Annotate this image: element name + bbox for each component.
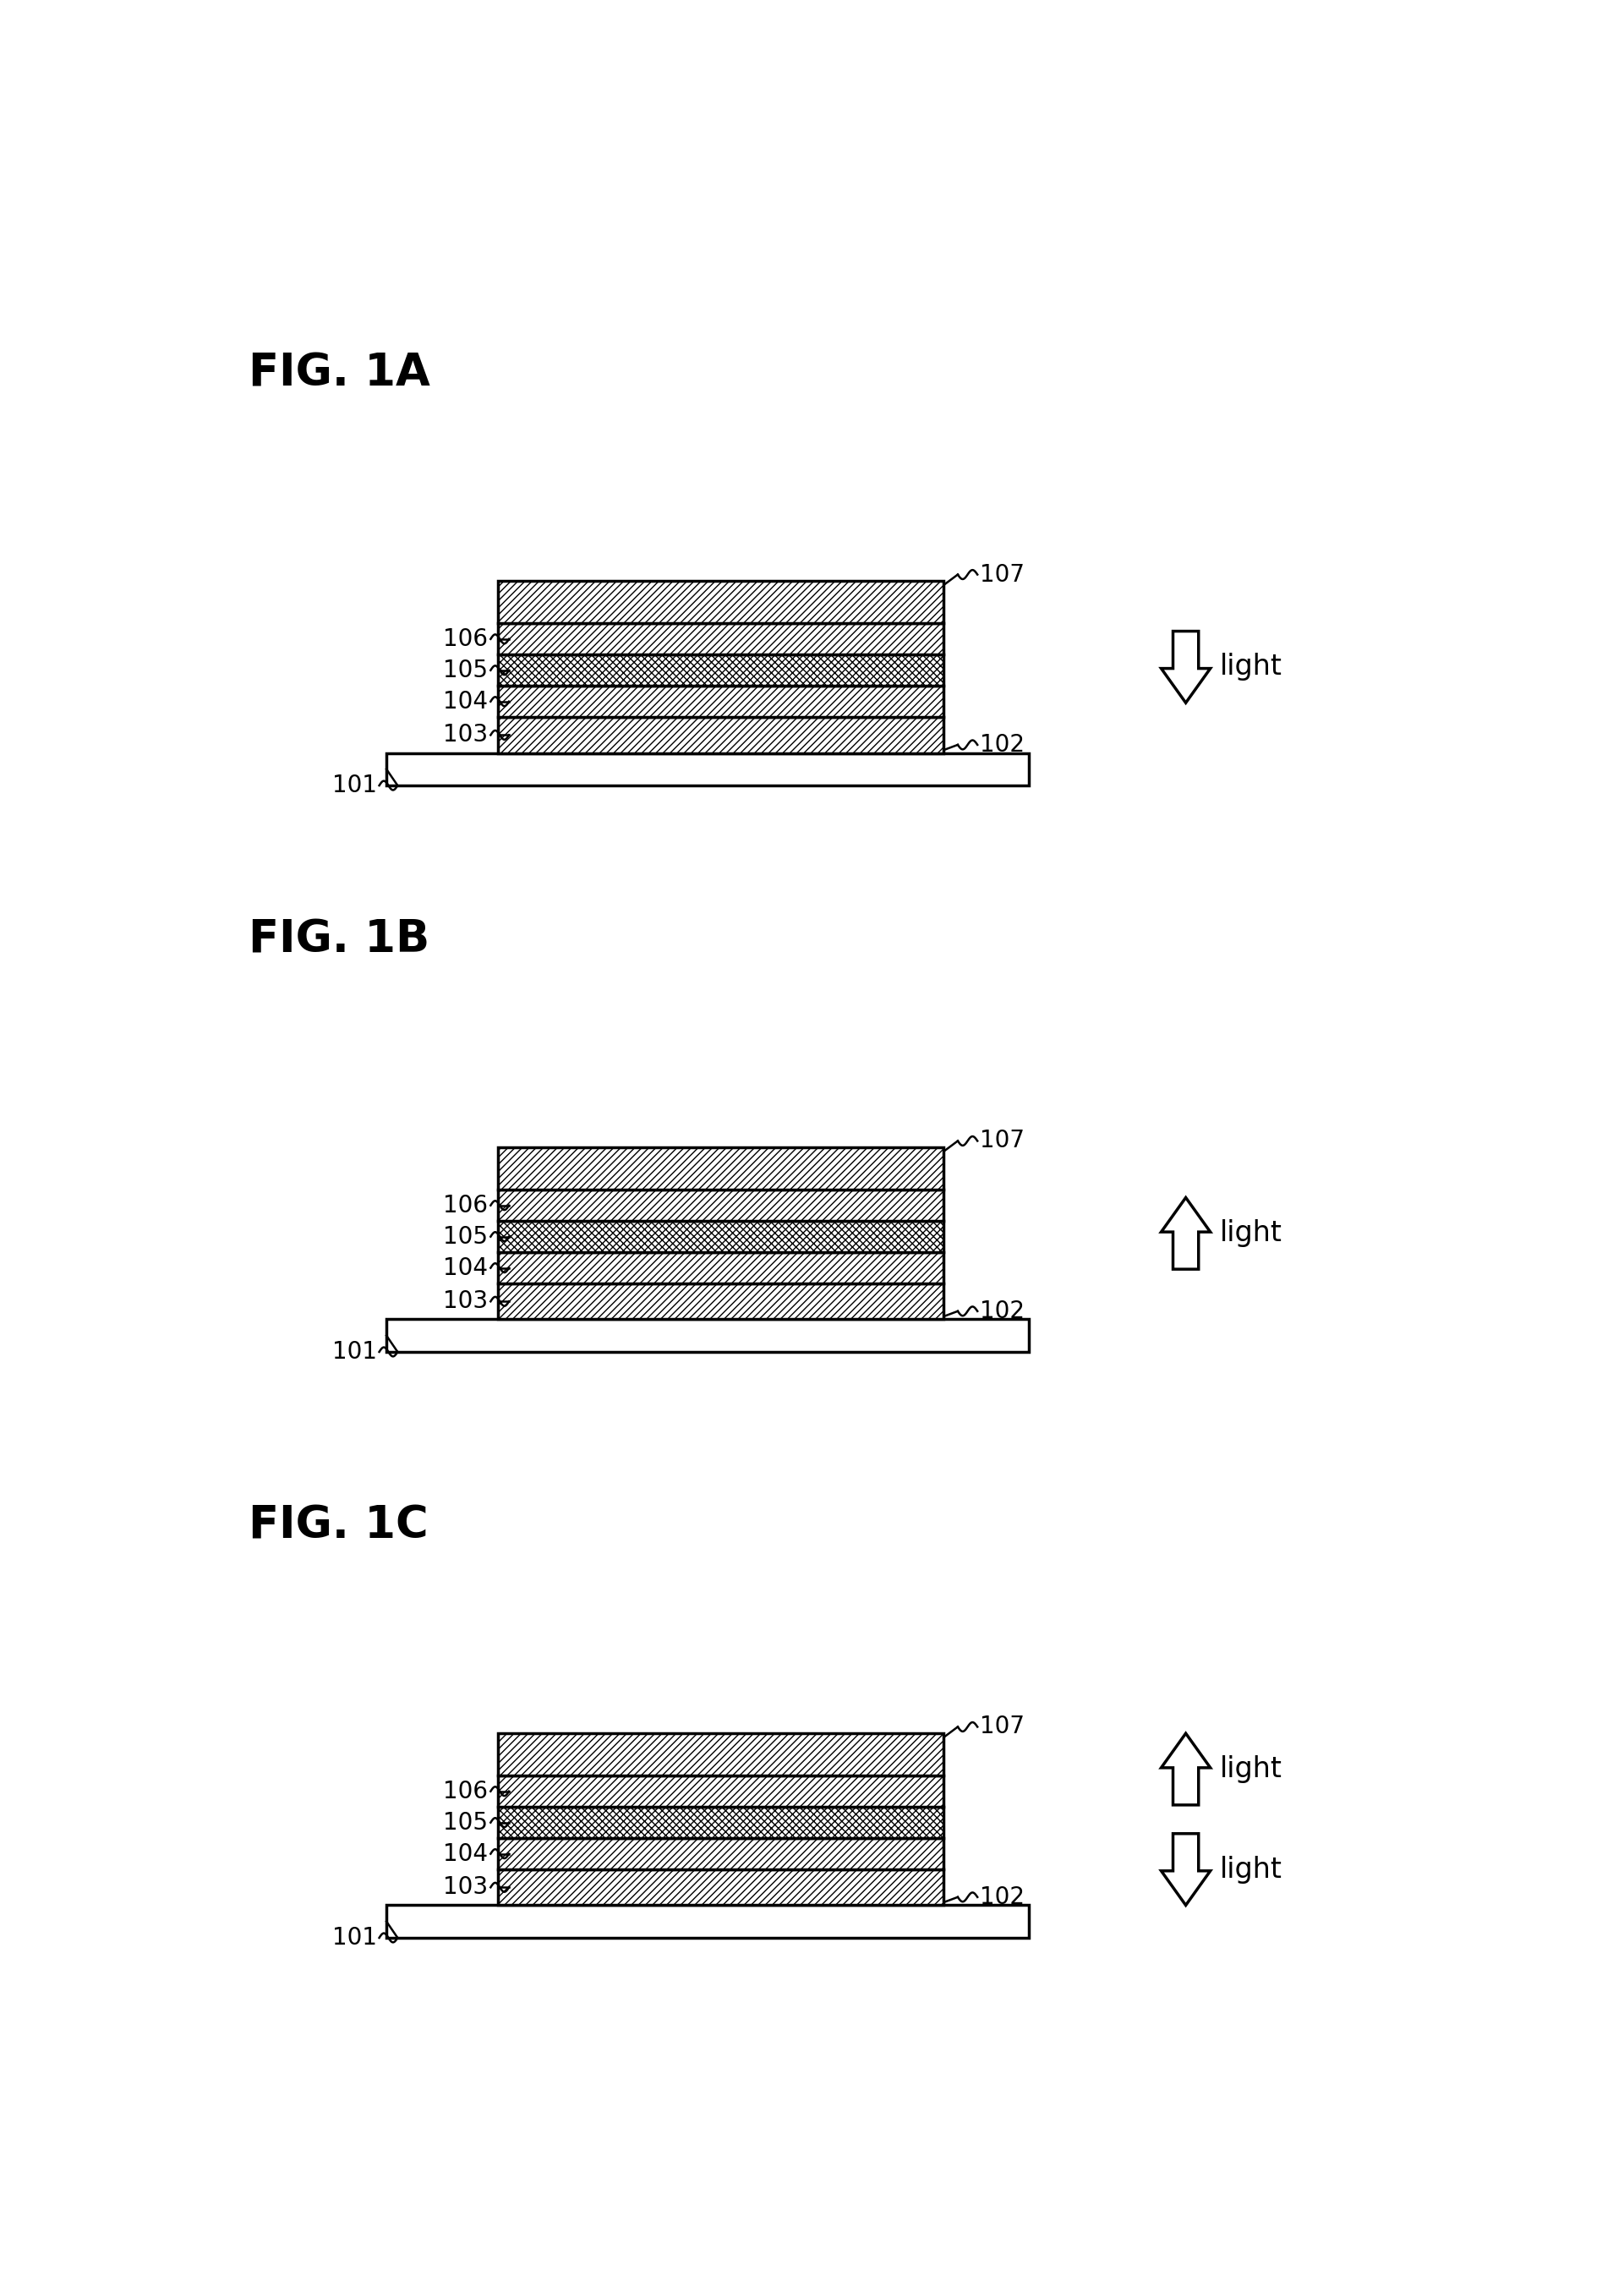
Bar bbox=[499, 654, 944, 686]
Text: FIG. 1C: FIG. 1C bbox=[248, 1503, 429, 1548]
Text: 103: 103 bbox=[443, 1290, 487, 1313]
Text: light: light bbox=[1220, 1754, 1283, 1784]
Bar bbox=[499, 581, 944, 624]
Text: light: light bbox=[1220, 1219, 1283, 1246]
Text: 103: 103 bbox=[443, 723, 487, 748]
Bar bbox=[499, 718, 944, 752]
Bar bbox=[499, 1283, 944, 1320]
Text: 107: 107 bbox=[979, 563, 1025, 585]
Text: 106: 106 bbox=[443, 1779, 487, 1802]
Polygon shape bbox=[1161, 1734, 1210, 1804]
Polygon shape bbox=[1161, 1198, 1210, 1269]
Text: light: light bbox=[1220, 654, 1283, 682]
Bar bbox=[387, 1905, 1028, 1937]
Text: 101: 101 bbox=[331, 1926, 377, 1949]
Bar bbox=[499, 1189, 944, 1221]
Text: 106: 106 bbox=[443, 627, 487, 652]
Bar bbox=[499, 624, 944, 654]
Bar bbox=[499, 686, 944, 718]
Bar bbox=[499, 1807, 944, 1839]
Bar bbox=[387, 752, 1028, 784]
Text: 104: 104 bbox=[443, 1841, 487, 1866]
Bar bbox=[499, 1868, 944, 1905]
Text: 107: 107 bbox=[979, 1130, 1025, 1153]
Text: 102: 102 bbox=[979, 732, 1025, 757]
Text: 102: 102 bbox=[979, 1884, 1025, 1910]
Polygon shape bbox=[1161, 1834, 1210, 1905]
Bar bbox=[499, 1734, 944, 1775]
Text: FIG. 1B: FIG. 1B bbox=[248, 917, 430, 961]
Text: 103: 103 bbox=[443, 1875, 487, 1898]
Bar bbox=[387, 1320, 1028, 1352]
Bar bbox=[499, 1253, 944, 1283]
Bar bbox=[499, 1839, 944, 1868]
Text: 102: 102 bbox=[979, 1299, 1025, 1322]
Bar bbox=[499, 1148, 944, 1189]
Text: FIG. 1A: FIG. 1A bbox=[248, 352, 430, 396]
Text: 105: 105 bbox=[443, 1811, 487, 1834]
Text: 105: 105 bbox=[443, 659, 487, 682]
Text: 106: 106 bbox=[443, 1194, 487, 1217]
Bar bbox=[499, 1775, 944, 1807]
Text: 101: 101 bbox=[331, 1340, 377, 1363]
Text: 107: 107 bbox=[979, 1715, 1025, 1738]
Text: 104: 104 bbox=[443, 1256, 487, 1281]
Text: 101: 101 bbox=[331, 773, 377, 798]
Text: light: light bbox=[1220, 1855, 1283, 1884]
Polygon shape bbox=[1161, 631, 1210, 702]
Bar bbox=[499, 1221, 944, 1253]
Text: 104: 104 bbox=[443, 691, 487, 714]
Text: 105: 105 bbox=[443, 1226, 487, 1249]
